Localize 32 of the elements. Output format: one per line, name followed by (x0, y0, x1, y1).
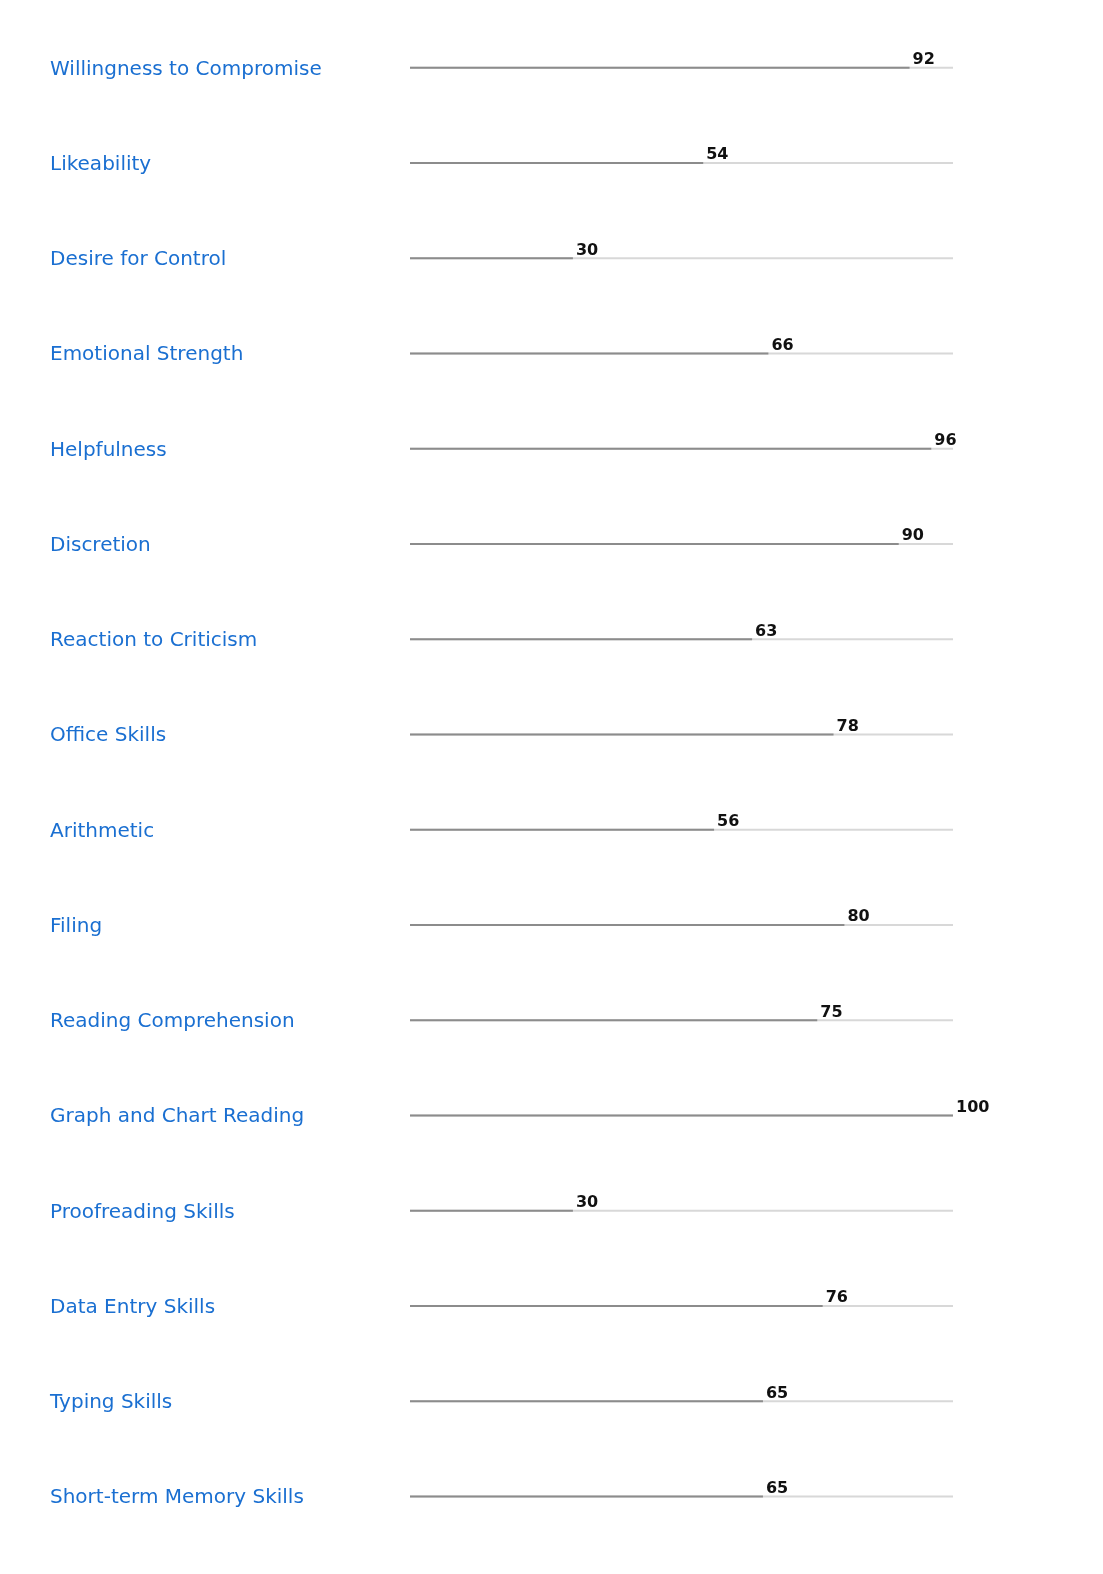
data-label: 100 (956, 1096, 990, 1116)
data-label: 30 (575, 1192, 599, 1212)
y-tick-label: Typing Skills (49, 1389, 173, 1414)
data-label: 56 (717, 811, 740, 831)
y-tick-label: Filing (50, 912, 103, 937)
y-tick-label: Proofreading Skills (50, 1198, 235, 1223)
y-tick-label: Arithmetic (50, 817, 155, 842)
y-tick-label: Reading Comprehension (50, 1008, 295, 1033)
y-tick-label: Reaction to Criticism (50, 627, 258, 652)
data-label: 96 (934, 430, 957, 450)
y-tick-label: Willingness to Compromise (50, 55, 322, 80)
data-label: 80 (847, 906, 870, 926)
data-label: 63 (755, 620, 778, 640)
y-tick-label: Emotional Strength (50, 341, 244, 366)
data-label: 65 (765, 1477, 789, 1497)
data-label: 76 (825, 1287, 848, 1307)
y-tick-label: Short-term Memory Skills (50, 1484, 304, 1509)
y-tick-label: Discretion (50, 531, 151, 556)
data-label: 92 (912, 49, 935, 69)
data-label: 54 (706, 144, 729, 164)
y-tick-label: Desire for Control (50, 246, 227, 271)
data-label: 90 (901, 525, 924, 545)
data-label: 65 (765, 1382, 789, 1402)
y-tick-label: Likeability (50, 150, 152, 175)
y-tick-label: Data Entry Skills (50, 1293, 216, 1318)
y-tick-label: Helpfulness (50, 436, 167, 461)
data-label: 78 (836, 715, 859, 735)
y-tick-label: Graph and Chart Reading (50, 1103, 305, 1128)
data-label: 30 (575, 239, 599, 259)
data-label: 66 (771, 334, 794, 354)
data-label: 75 (820, 1001, 843, 1021)
y-tick-label: Office Skills (50, 722, 167, 747)
